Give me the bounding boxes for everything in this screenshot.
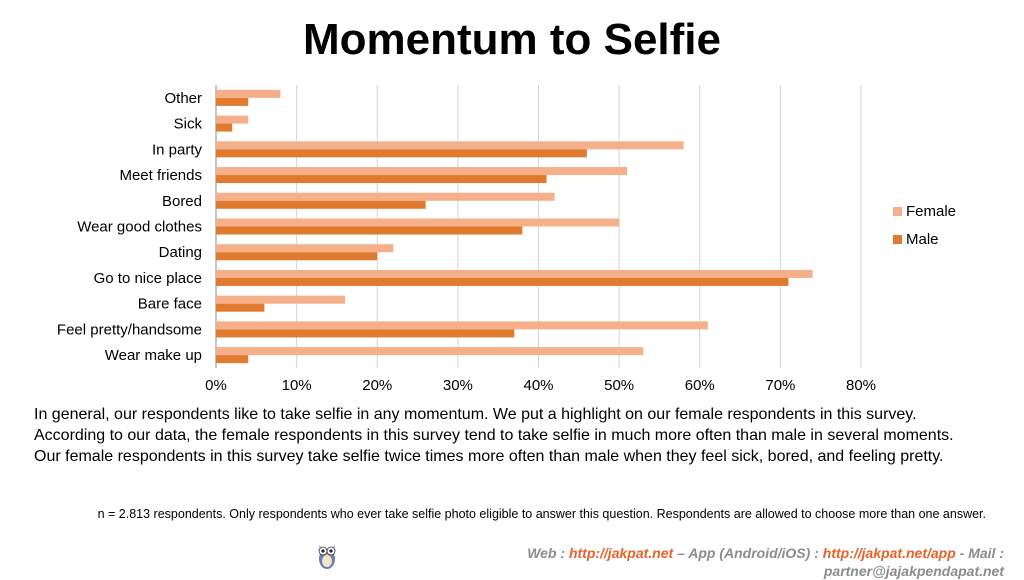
x-tick-label: 0% — [205, 377, 227, 394]
category-label: Bare face — [138, 296, 202, 313]
footer-mail-label: - Mail : — [959, 545, 1004, 561]
bar-male — [216, 303, 265, 312]
category-label: Wear good clothes — [77, 219, 202, 236]
footer: Web : http://jakpat.net – App (Android/i… — [444, 544, 1004, 580]
bar-male — [216, 175, 547, 184]
category-label: Other — [164, 90, 202, 107]
x-tick-label: 30% — [443, 377, 473, 394]
x-tick-label: 60% — [685, 377, 715, 394]
bar-male — [216, 123, 233, 132]
category-label: Bored — [162, 193, 202, 210]
legend-label-male: Male — [906, 231, 939, 248]
bar-male — [216, 329, 515, 338]
x-tick-label: 50% — [604, 377, 634, 394]
category-label: Feel pretty/handsome — [57, 321, 202, 338]
web-link[interactable]: http://jakpat.net — [568, 545, 674, 561]
bar-male — [216, 252, 378, 261]
bar-female — [216, 321, 708, 330]
category-label: In party — [152, 141, 203, 158]
bar-chart: 0% 10% 20% 30% 40% 50% 60% 70% 80% Other Sick In pa… — [57, 85, 956, 394]
bar-female — [216, 192, 555, 201]
footer-app-label: – App (Android/iOS) : — [677, 545, 819, 561]
footer-web-label: Web : — [527, 545, 566, 561]
legend-label-female: Female — [906, 203, 956, 220]
bar-female — [216, 141, 684, 150]
bar-male — [216, 355, 249, 364]
bar-male — [216, 200, 426, 209]
x-tick-label: 40% — [523, 377, 553, 394]
category-label: Go to nice place — [94, 270, 202, 287]
bar-female — [216, 115, 249, 124]
bar-female — [216, 167, 628, 176]
x-tick-label: 70% — [765, 377, 795, 394]
legend-swatch-male — [893, 235, 902, 244]
bar-female — [216, 295, 345, 304]
page-title: Momentum to Selfie — [302, 15, 722, 64]
app-link[interactable]: http://jakpat.net/app — [822, 545, 956, 561]
legend-swatch-female — [893, 207, 902, 216]
x-tick-label: 20% — [362, 377, 392, 394]
category-label: Meet friends — [119, 167, 202, 184]
respondents-note: n = 2.813 respondents. Only respondents … — [97, 507, 986, 521]
bar-male — [216, 97, 249, 106]
description-text: In general, our respondents like to take… — [34, 406, 954, 465]
mail-address[interactable]: partner@jajakpendapat.net — [823, 563, 1004, 579]
bar-male — [216, 149, 587, 158]
category-label: Sick — [174, 116, 203, 133]
bar-female — [216, 218, 620, 227]
bar-female — [216, 269, 813, 278]
bar-male — [216, 277, 789, 286]
owl-logo-icon — [318, 545, 336, 569]
x-tick-label: 10% — [282, 377, 312, 394]
bar-female — [216, 347, 644, 356]
bar-female — [216, 89, 281, 98]
category-label: Wear make up — [105, 347, 202, 364]
x-tick-label: 80% — [846, 377, 876, 394]
category-label: Dating — [159, 244, 202, 261]
bar-female — [216, 244, 394, 253]
bar-male — [216, 226, 523, 235]
